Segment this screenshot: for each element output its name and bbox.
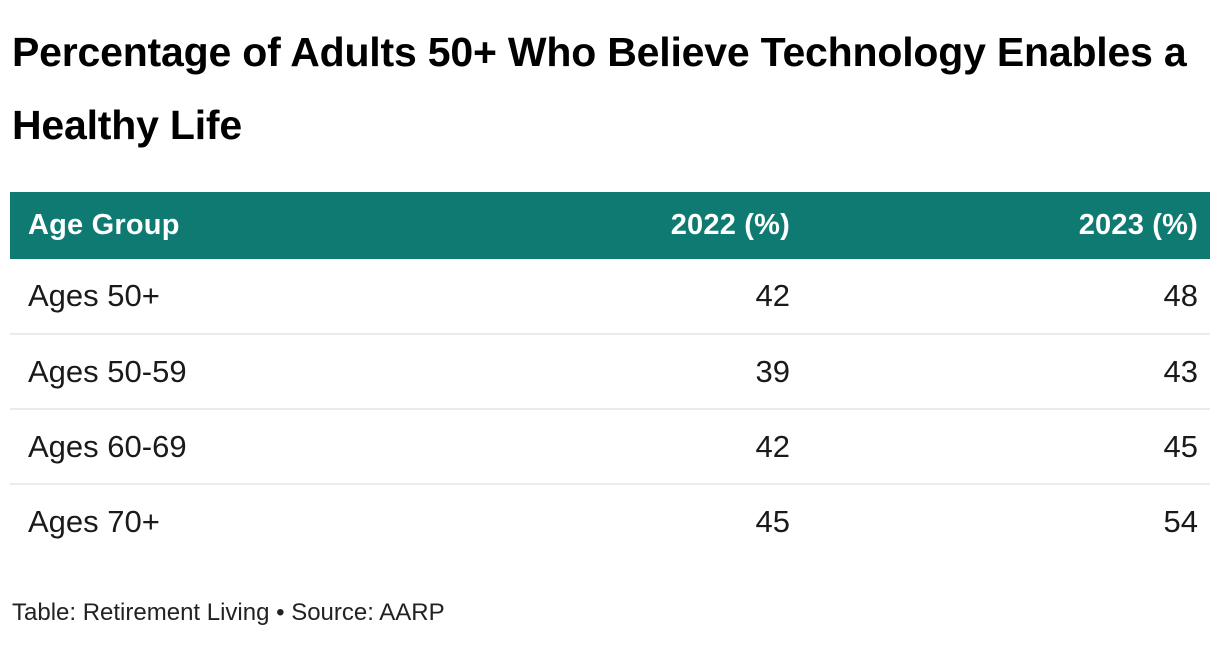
page: Percentage of Adults 50+ Who Believe Tec… xyxy=(0,16,1220,650)
cell-2022: 45 xyxy=(538,484,802,559)
cell-age-group: Ages 70+ xyxy=(10,484,538,559)
column-header-2022: 2022 (%) xyxy=(538,192,802,259)
cell-age-group: Ages 60-69 xyxy=(10,409,538,484)
cell-age-group: Ages 50-59 xyxy=(10,334,538,409)
table-header-row: Age Group 2022 (%) 2023 (%) xyxy=(10,192,1210,259)
table-row: Ages 60-69 42 45 xyxy=(10,409,1210,484)
cell-2022: 42 xyxy=(538,259,802,334)
table-row: Ages 50-59 39 43 xyxy=(10,334,1210,409)
cell-2023: 54 xyxy=(802,484,1210,559)
page-title: Percentage of Adults 50+ Who Believe Tec… xyxy=(12,16,1208,162)
page-title-line-2: Healthy Life xyxy=(12,102,242,148)
column-header-age-group: Age Group xyxy=(10,192,538,259)
page-title-line-1: Percentage of Adults 50+ Who Believe Tec… xyxy=(12,29,1187,75)
data-table: Age Group 2022 (%) 2023 (%) Ages 50+ 42 … xyxy=(10,192,1210,559)
column-header-2023: 2023 (%) xyxy=(802,192,1210,259)
cell-age-group: Ages 50+ xyxy=(10,259,538,334)
table-row: Ages 50+ 42 48 xyxy=(10,259,1210,334)
cell-2022: 39 xyxy=(538,334,802,409)
cell-2022: 42 xyxy=(538,409,802,484)
cell-2023: 48 xyxy=(802,259,1210,334)
table-row: Ages 70+ 45 54 xyxy=(10,484,1210,559)
cell-2023: 43 xyxy=(802,334,1210,409)
footer-credit: Table: Retirement Living • Source: AARP xyxy=(12,599,445,626)
cell-2023: 45 xyxy=(802,409,1210,484)
